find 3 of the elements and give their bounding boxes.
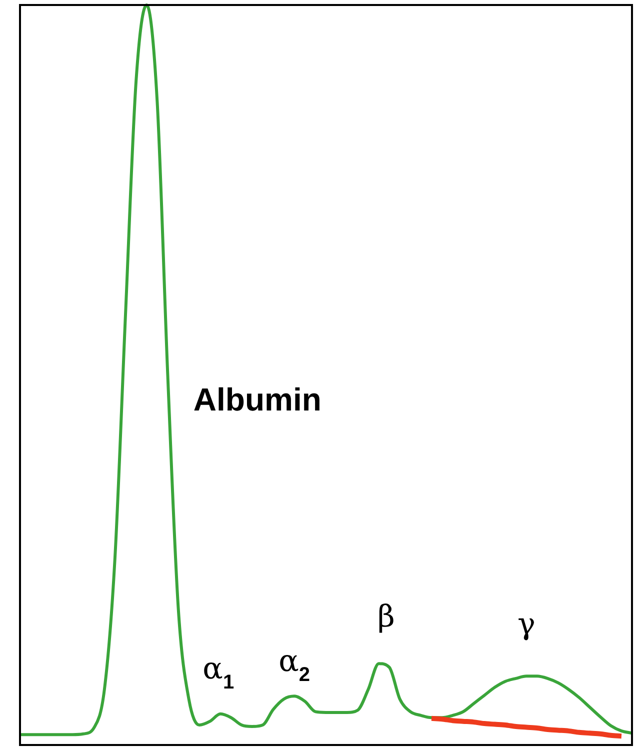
- annotation: Albumin: [193, 382, 322, 418]
- annotation: γ: [518, 607, 536, 642]
- annotation: β: [377, 600, 395, 635]
